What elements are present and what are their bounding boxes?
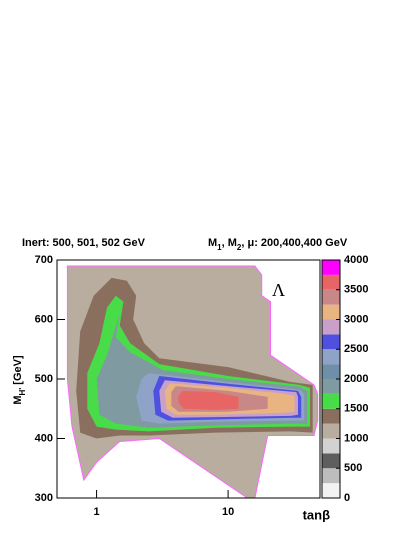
annotation: Λ: [272, 280, 285, 300]
x-tick-label: 1: [94, 506, 100, 518]
colorbar-tick-label: 0: [344, 492, 350, 504]
y-axis-label: MH' [GeV]: [12, 355, 27, 405]
colorbar-tick-label: 2000: [344, 373, 368, 385]
x-axis-label: tanβ: [303, 507, 331, 522]
colorbar-band: [322, 483, 340, 498]
text-part: , μ: 200,400,400 GeV: [241, 237, 347, 249]
colorbar-tick-label: 3000: [344, 313, 368, 325]
colorbar-band: [322, 304, 340, 320]
colorbar-band: [322, 423, 340, 439]
colorbar-band: [322, 289, 340, 305]
colorbar-band: [322, 334, 340, 350]
colorbar-band: [322, 274, 340, 290]
y-tick-label: 400: [35, 432, 53, 444]
text-part: M: [12, 395, 24, 404]
colorbar-band: [322, 379, 340, 394]
y-tick-label: 500: [35, 373, 53, 385]
colorbar-band: [322, 438, 340, 454]
colorbar-band: [322, 468, 340, 484]
colorbar-band: [322, 408, 340, 424]
colorbar-tick-label: 4000: [344, 254, 368, 266]
y-tick-label: 600: [35, 313, 53, 325]
colorbar-tick-label: 3500: [344, 284, 368, 296]
y-tick-label: 300: [35, 492, 53, 504]
header-left: Inert: 500, 501, 502 GeV: [22, 237, 146, 249]
text-part: M: [208, 237, 217, 249]
text-part: H': [18, 388, 27, 396]
colorbar-band: [322, 349, 340, 365]
colorbar-band: [322, 364, 340, 379]
text-part: [GeV]: [12, 355, 24, 388]
colorbar-tick-label: 1500: [344, 403, 368, 415]
x-tick-label: 10: [222, 506, 234, 518]
colorbar-band: [322, 453, 340, 469]
colorbar-band: [322, 319, 340, 335]
colorbar-band: [322, 260, 340, 275]
text-part: 2: [237, 243, 242, 252]
y-tick-label: 700: [35, 254, 53, 266]
text-part: , M: [222, 237, 237, 249]
colorbar-tick-label: 500: [344, 462, 362, 474]
header-right: M1, M2, μ: 200,400,400 GeV: [208, 237, 348, 252]
colorbar-band: [322, 393, 340, 409]
colorbar-tick-label: 2500: [344, 343, 368, 355]
contour-region: [178, 390, 239, 410]
text-part: 1: [217, 243, 222, 252]
colorbar-tick-label: 1000: [344, 432, 368, 444]
